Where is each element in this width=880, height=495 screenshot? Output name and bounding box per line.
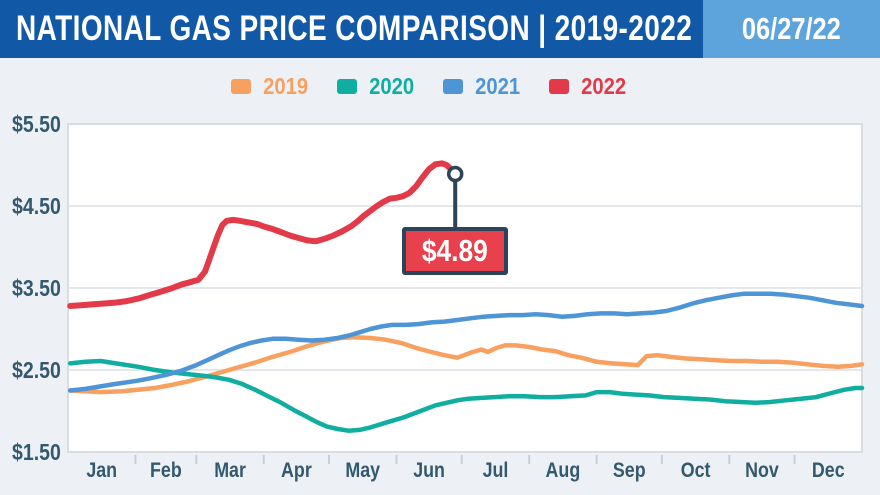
series-line-2020 — [67, 358, 865, 433]
series-line-2019 — [67, 334, 865, 395]
x-axis-label: Feb — [150, 459, 182, 483]
legend-item-2022: 2022 — [549, 73, 629, 100]
legend-swatch-2022 — [549, 78, 570, 94]
legend-label-2022: 2022 — [581, 72, 627, 99]
series-line-2022 — [67, 160, 459, 309]
x-axis-label: Dec — [812, 459, 845, 483]
legend-item-2019: 2019 — [230, 72, 311, 100]
price-callout: $4.89 — [402, 227, 509, 276]
legend-swatch-2019 — [230, 78, 251, 94]
x-axis-label: Oct — [681, 459, 711, 483]
series-line-2021 — [67, 291, 865, 393]
x-axis-label: Aug — [546, 459, 581, 483]
y-axis-label: $3.50 — [12, 276, 61, 302]
x-axis-label: Jun — [413, 459, 445, 483]
legend-swatch-2021 — [443, 78, 463, 94]
x-axis-label: May — [345, 459, 380, 483]
legend: 2019 2020 2021 2022 — [0, 72, 860, 100]
date-badge: 06/27/22 — [703, 0, 880, 58]
legend-item-2021: 2021 — [443, 73, 523, 100]
legend-label-2019: 2019 — [262, 72, 308, 99]
legend-item-2020: 2020 — [336, 72, 417, 100]
y-axis-label: $2.50 — [12, 358, 61, 384]
date-text: 06/27/22 — [742, 11, 841, 46]
x-axis-label: Mar — [214, 459, 246, 483]
legend-label-2020: 2020 — [368, 72, 414, 99]
x-axis-label: Sep — [613, 459, 646, 483]
legend-swatch-2020 — [336, 78, 357, 94]
x-axis-label: Jan — [86, 459, 117, 483]
y-axis-label: $5.50 — [12, 112, 61, 138]
page-title: NATIONAL GAS PRICE COMPARISON | 2019-202… — [16, 9, 693, 48]
x-axis-label: Apr — [281, 459, 312, 483]
callout-value: $4.89 — [422, 233, 489, 269]
x-axis-label: Jul — [483, 459, 509, 483]
y-axis-label: $1.50 — [12, 440, 61, 466]
end-marker — [446, 165, 464, 183]
legend-label-2021: 2021 — [475, 72, 521, 99]
x-axis-label: Nov — [745, 459, 779, 483]
y-axis-label: $4.50 — [12, 194, 61, 220]
